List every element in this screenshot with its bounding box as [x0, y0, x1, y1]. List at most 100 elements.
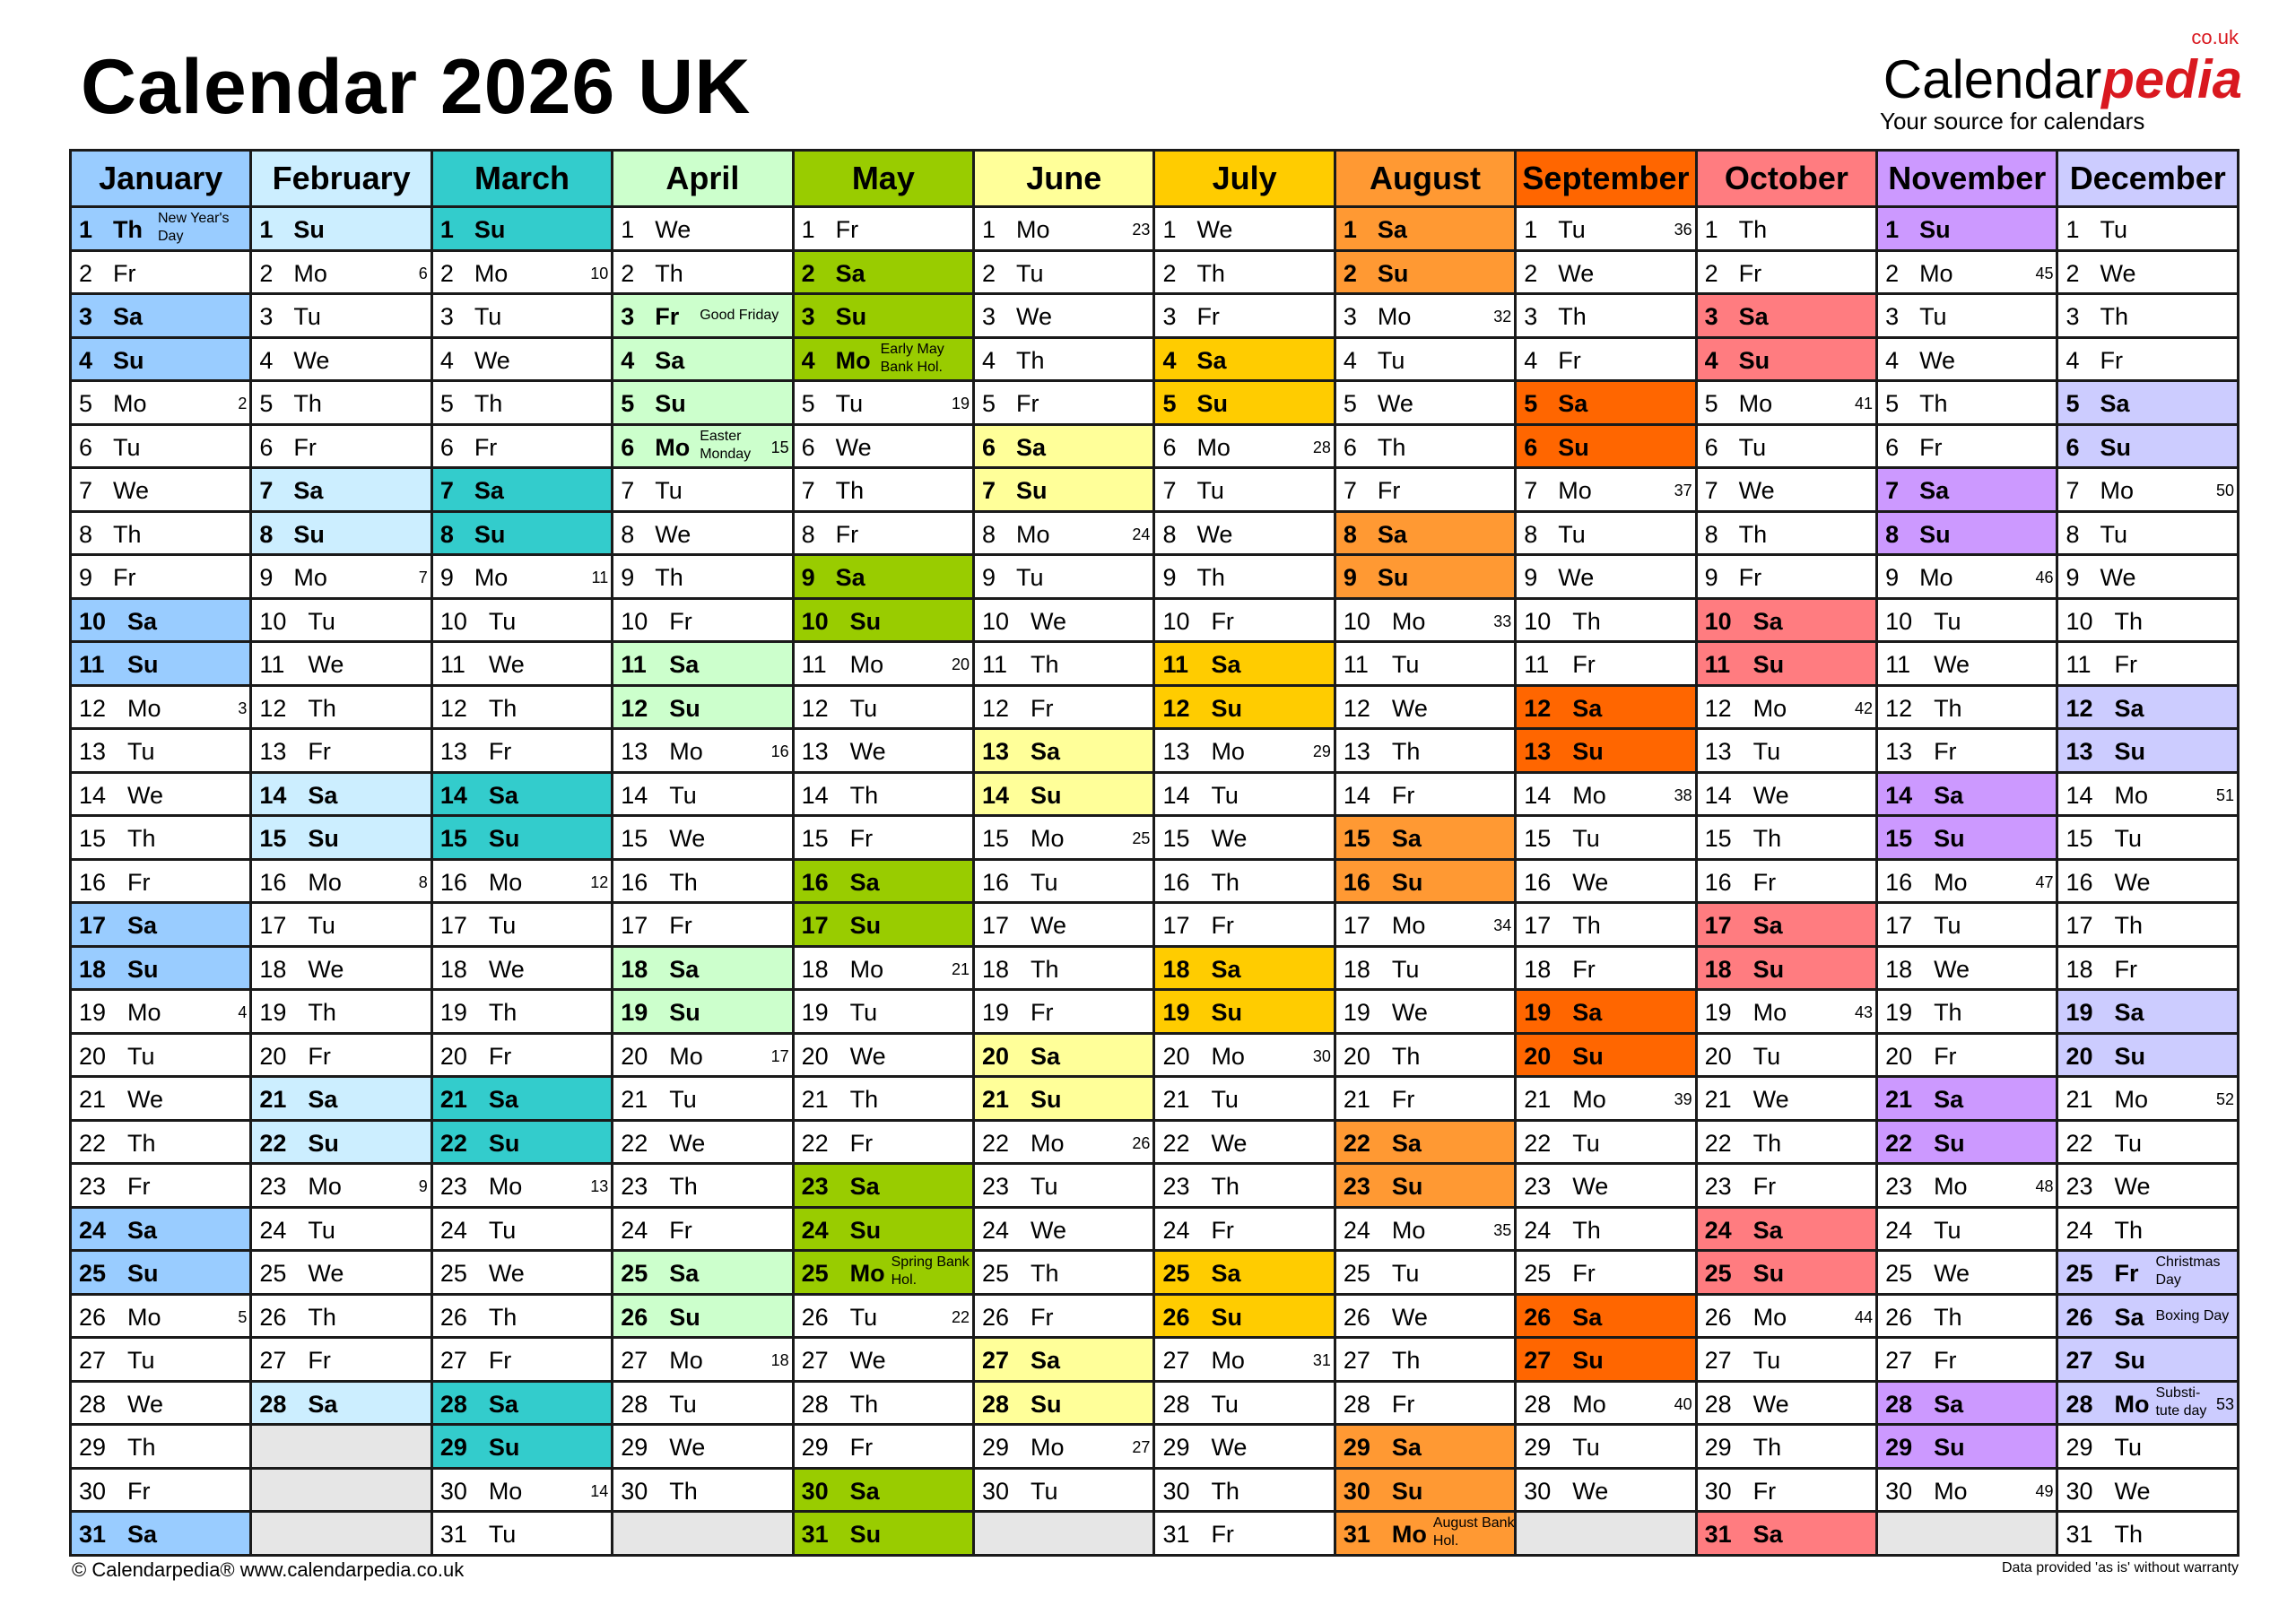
day-number: 25	[1343, 1260, 1370, 1287]
day-row: 25 Su 25 We 25 We 25 Sa 25 Mo Spring Bank Hol. 25 Th…	[68, 1249, 2239, 1296]
day-number: 30	[1704, 1477, 1732, 1505]
weekday-label: Sa	[835, 564, 865, 591]
day-number: 7	[801, 477, 815, 504]
day-number: 14	[1162, 781, 1190, 809]
day-number: 5	[259, 390, 274, 417]
day-cell: 24 Mo 35	[1333, 1205, 1518, 1252]
weekday-label: Su	[1752, 651, 1785, 678]
day-cell: 15 Th	[68, 814, 253, 861]
day-cell: 3 Tu	[430, 292, 614, 339]
day-cell: 16 Th	[1152, 857, 1336, 904]
day-cell: 14 Mo 38	[1514, 770, 1698, 817]
day-cell: 10 Sa	[68, 596, 253, 643]
weekday-label: Mo	[1558, 477, 1592, 504]
day-number: 2	[982, 259, 996, 287]
day-cell: 3 Sa	[68, 292, 253, 339]
day-number: 12	[801, 694, 829, 722]
weekday-label: Th	[1211, 868, 1239, 896]
weekday-label: Tu	[2114, 825, 2142, 852]
day-number: 6	[1343, 433, 1357, 461]
day-cell: 24 Th	[1514, 1205, 1698, 1252]
weekday-label: Th	[669, 1173, 698, 1200]
day-number: 27	[1343, 1347, 1370, 1374]
weekday-label: Sa	[669, 1260, 700, 1287]
day-cell: 8 Su	[249, 509, 433, 556]
weekday-label: Sa	[655, 346, 685, 374]
day-number: 17	[259, 912, 287, 939]
week-number: 31	[1312, 1351, 1331, 1369]
day-number: 23	[259, 1173, 287, 1200]
day-number: 7	[79, 477, 93, 504]
weekday-label: We	[1738, 477, 1775, 504]
weekday-label: Sa	[849, 1477, 880, 1505]
day-cell: 21 Tu	[1152, 1075, 1336, 1122]
day-number: 25	[982, 1260, 1010, 1287]
day-cell: 18 Mo 21	[791, 944, 976, 991]
day-cell: 8 Th	[1694, 509, 1879, 556]
week-number: 48	[2035, 1177, 2054, 1195]
day-cell: 1 We	[611, 205, 795, 252]
holiday-label: New Year's Day	[158, 211, 230, 244]
day-cell: 25 Sa	[1152, 1249, 1336, 1296]
day-cell: 16 Mo 8	[249, 857, 433, 904]
day-cell: 27 Su	[2056, 1336, 2239, 1383]
day-number: 17	[1162, 912, 1190, 939]
weekday-label: Tu	[1391, 955, 1420, 983]
day-cell: 11 Fr	[1514, 640, 1698, 687]
day-number: 22	[1524, 1129, 1552, 1157]
weekday-label: Fr	[1391, 1390, 1415, 1418]
day-number: 13	[801, 738, 829, 765]
day-cell: 13 Mo 16	[611, 727, 795, 774]
day-row: 26 Mo 5 26 Th 26 Th 26 Su 26 Tu 22 26 Fr 26 Su 26 We 26 Sa 2…	[68, 1292, 2239, 1339]
weekday-label: We	[2100, 259, 2136, 287]
weekday-label: Th	[2114, 607, 2143, 635]
day-cell: 8 Mo 24	[972, 509, 1156, 556]
day-number: 28	[1524, 1390, 1552, 1418]
day-number: 4	[982, 346, 996, 374]
day-cell: 31 Sa	[1694, 1510, 1879, 1557]
weekday-label: Sa	[1031, 1347, 1061, 1374]
day-cell: 7 Fr	[1333, 466, 1518, 513]
day-cell: 14 Mo 51	[2056, 770, 2239, 817]
day-cell: 27 Tu	[1694, 1336, 1879, 1383]
week-number: 11	[591, 568, 609, 586]
day-number: 19	[79, 999, 107, 1026]
day-number: 16	[79, 868, 107, 896]
weekday-label: We	[669, 1129, 706, 1157]
day-number: 22	[1162, 1129, 1190, 1157]
day-number: 13	[982, 738, 1010, 765]
weekday-label: Sa	[1031, 738, 1061, 765]
day-number: 13	[1885, 738, 1913, 765]
day-cell: 20 Su	[1514, 1031, 1698, 1078]
weekday-label: Su	[1031, 1086, 1062, 1113]
logo-accent: pedia	[2101, 49, 2242, 109]
day-cell: 13 Tu	[1694, 727, 1879, 774]
day-cell: 24 Tu	[1875, 1205, 2059, 1252]
day-cell: 10 Sa	[1694, 596, 1879, 643]
calendarpedia-logo[interactable]: Calendarpedia co.uk Your source for cale…	[1848, 27, 2242, 136]
day-number: 9	[259, 564, 274, 591]
day-number: 13	[79, 738, 107, 765]
weekday-label: We	[2114, 1173, 2151, 1200]
day-number: 27	[801, 1347, 829, 1374]
day-cell: 21 We	[68, 1075, 253, 1122]
day-number: 23	[1524, 1173, 1552, 1200]
day-number: 6	[1524, 433, 1538, 461]
weekday-label: Fr	[2100, 346, 2123, 374]
week-number: 15	[770, 438, 789, 456]
weekday-label: Th	[1934, 999, 1962, 1026]
day-cell: 29 Tu	[2056, 1423, 2239, 1470]
weekday-label: Fr	[1391, 781, 1415, 809]
day-cell: 28 Sa	[1875, 1379, 2059, 1426]
day-number: 27	[1885, 1347, 1913, 1374]
day-cell: 7 Su	[972, 466, 1156, 513]
day-number: 24	[1704, 1216, 1732, 1244]
day-number: 16	[1524, 868, 1552, 896]
weekday-label: Fr	[293, 433, 317, 461]
day-number: 29	[1524, 1434, 1552, 1461]
day-cell: 23 Mo 48	[1875, 1162, 2059, 1209]
weekday-label: Sa	[488, 781, 518, 809]
day-number: 2	[439, 259, 454, 287]
day-cell: 16 Th	[611, 857, 795, 904]
day-cell: 2 Sa	[791, 248, 976, 295]
